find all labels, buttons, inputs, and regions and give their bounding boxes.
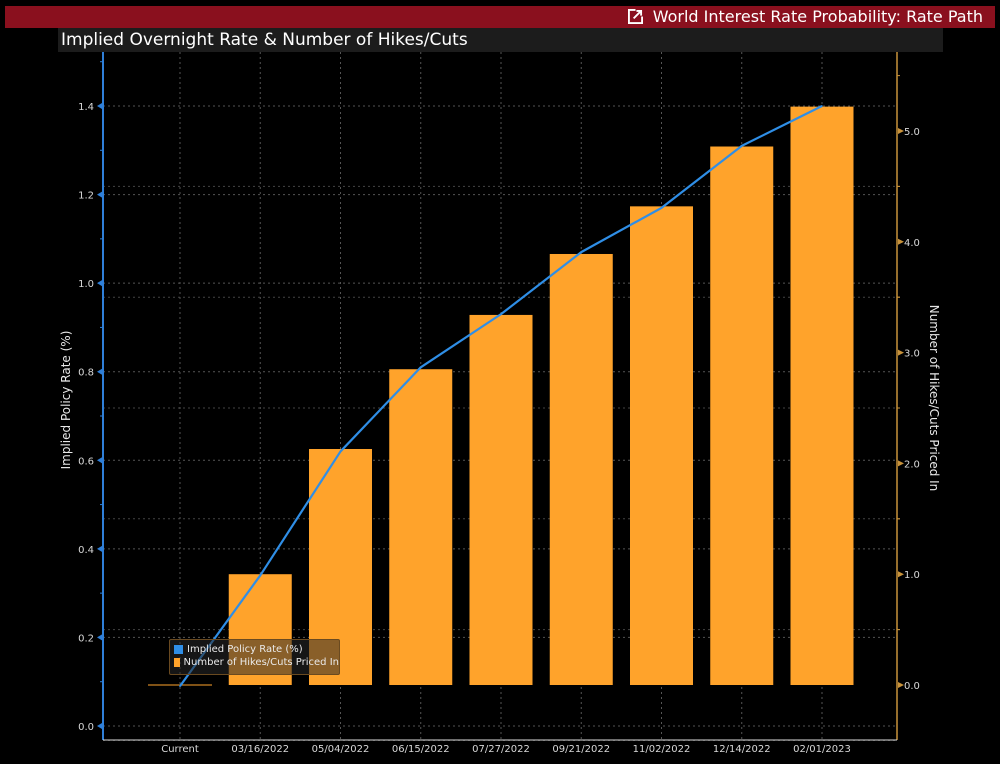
left-tick-marker (97, 191, 102, 198)
line-point (580, 251, 583, 253)
legend-item-bars: Number of Hikes/Cuts Priced In (174, 656, 339, 669)
line-point (419, 366, 422, 369)
x-tick-label: 07/27/2022 (472, 744, 530, 755)
x-tick-label: 02/01/2023 (793, 744, 851, 755)
right-tick-label: 3.0 (904, 349, 920, 360)
x-tick-label: 06/15/2022 (392, 744, 450, 755)
x-tick-label: 09/21/2022 (552, 744, 610, 755)
line-point (339, 450, 342, 453)
window-title: World Interest Rate Probability: Rate Pa… (652, 7, 983, 26)
external-link-icon[interactable] (627, 9, 643, 24)
left-tick-label: 1.2 (78, 191, 94, 202)
line-point (179, 685, 181, 687)
right-tick-marker (898, 128, 904, 134)
window-titlebar: World Interest Rate Probability: Rate Pa… (5, 6, 995, 28)
line-point (821, 105, 823, 107)
line-point (660, 207, 663, 209)
x-tick-label: 11/02/2022 (633, 744, 691, 755)
x-tick-label: 03/16/2022 (231, 744, 289, 755)
right-tick-label: 2.0 (904, 459, 920, 470)
right-tick-marker (898, 349, 904, 356)
left-tick-label: 1.4 (78, 102, 94, 113)
bar (630, 206, 693, 685)
right-tick-marker (898, 571, 904, 578)
left-tick-label: 0.2 (78, 633, 94, 644)
left-tick-marker (97, 103, 102, 109)
right-tick-label: 0.0 (904, 681, 920, 692)
right-tick-marker (898, 682, 904, 688)
legend-item-line: Implied Policy Rate (%) (174, 643, 339, 656)
left-tick-marker (97, 280, 102, 287)
bar (469, 314, 533, 685)
bar (389, 369, 453, 685)
top-strip (0, 0, 1000, 6)
x-tick-label: 12/14/2022 (713, 744, 771, 755)
legend-label-bars: Number of Hikes/Cuts Priced In (183, 657, 339, 668)
left-tick-marker (97, 457, 102, 464)
left-tick-marker (97, 634, 102, 641)
left-tick-label: 0.6 (78, 456, 94, 467)
left-tick-label: 0.4 (78, 545, 94, 556)
chart-title: Implied Overnight Rate & Number of Hikes… (61, 30, 468, 50)
right-axis-label: Number of Hikes/Cuts Priced In (927, 305, 941, 492)
left-tick-marker (97, 545, 102, 552)
bar (790, 106, 854, 685)
left-tick-label: 0.8 (78, 368, 94, 379)
right-tick-marker (898, 238, 904, 245)
chart-title-bar: Implied Overnight Rate & Number of Hikes… (58, 28, 943, 52)
x-tick-label: 05/04/2022 (312, 744, 370, 755)
left-axis-label: Implied Policy Rate (%) (59, 331, 73, 470)
legend-swatch-bars (174, 658, 180, 667)
legend-swatch-line (174, 645, 183, 654)
left-tick-label: 0.0 (78, 722, 94, 733)
right-tick-marker (898, 460, 904, 467)
left-tick-label: 1.0 (78, 279, 94, 290)
bar (710, 146, 774, 686)
legend[interactable]: Implied Policy Rate (%) Number of Hikes/… (169, 639, 340, 675)
right-tick-label: 5.0 (904, 127, 920, 138)
line-point (500, 313, 502, 315)
line-point (740, 145, 743, 147)
legend-label-line: Implied Policy Rate (%) (187, 644, 303, 655)
x-tick-label: Current (161, 744, 199, 755)
line-point (259, 574, 262, 577)
right-tick-label: 1.0 (904, 570, 920, 581)
left-tick-marker (97, 368, 102, 375)
bar (549, 253, 613, 685)
right-tick-label: 4.0 (904, 238, 920, 249)
left-tick-marker (97, 723, 102, 729)
